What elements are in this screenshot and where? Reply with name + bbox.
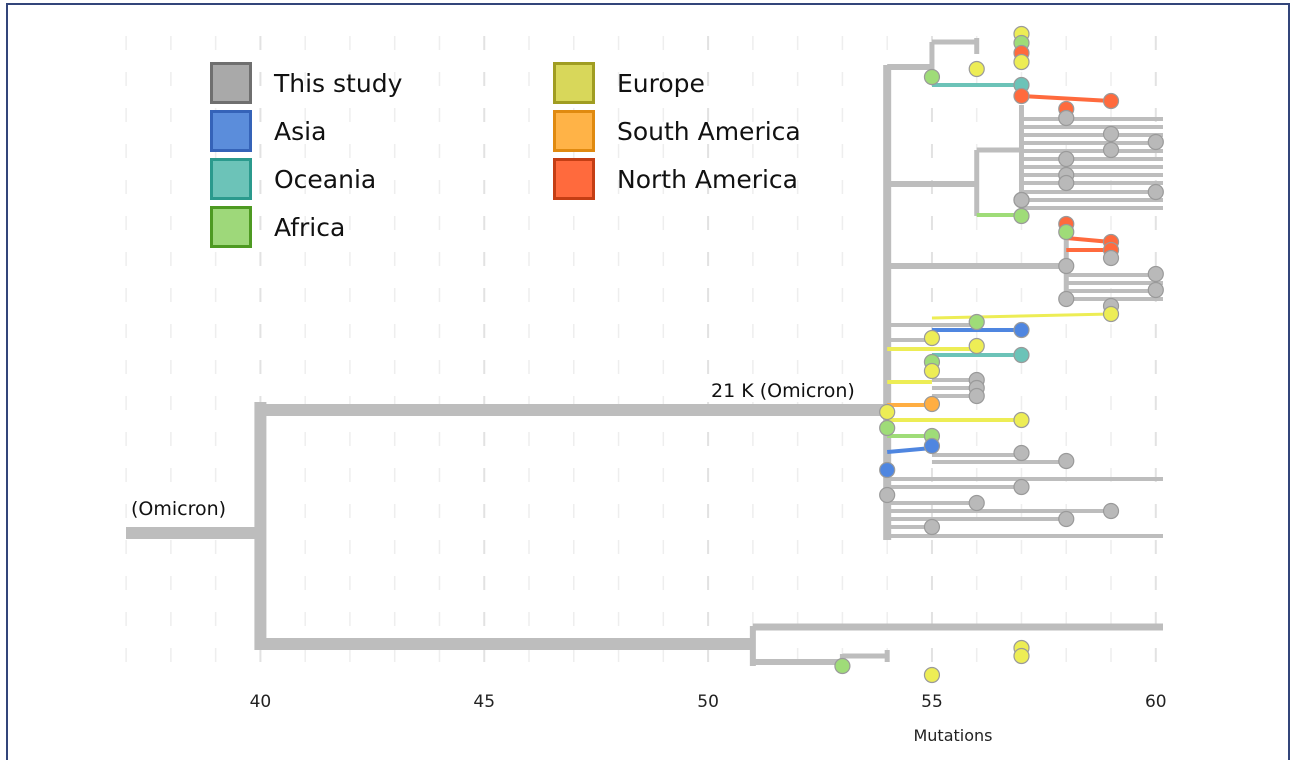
tip-node-africa bbox=[923, 68, 941, 86]
x-tick-label: 50 bbox=[697, 692, 719, 712]
tip-node-study bbox=[1058, 150, 1075, 168]
tip-node-study bbox=[1102, 502, 1120, 520]
tip-node-asia bbox=[1013, 321, 1030, 339]
tip-node-study bbox=[1102, 125, 1120, 143]
legend-label: Africa bbox=[274, 212, 346, 242]
tip-node-study bbox=[1058, 452, 1075, 470]
legend-swatch bbox=[553, 158, 595, 200]
tip-node-africa bbox=[968, 313, 985, 331]
node-label-root: (Omicron) bbox=[131, 498, 226, 520]
figure-frame bbox=[6, 3, 1290, 760]
node-label-21k: 21 K (Omicron) bbox=[711, 380, 855, 402]
x-tick-label: 40 bbox=[250, 692, 272, 712]
tip-node-study bbox=[968, 387, 985, 405]
legend-item: Africa bbox=[210, 206, 345, 248]
tip-node-africa bbox=[879, 419, 896, 437]
tip-node-northamerica bbox=[1013, 87, 1030, 105]
legend-label: Asia bbox=[274, 116, 327, 146]
x-tick-label: 45 bbox=[473, 692, 495, 712]
root-label-background bbox=[127, 492, 251, 520]
tip-node-europe bbox=[1013, 411, 1030, 429]
x-tick-label: 55 bbox=[921, 692, 943, 712]
tip-node-southamerica bbox=[923, 395, 941, 413]
tip-node-europe bbox=[923, 666, 941, 684]
tip-node-study bbox=[923, 518, 941, 536]
tip-node-study bbox=[1058, 257, 1075, 275]
tip-node-study bbox=[1013, 444, 1030, 462]
legend-swatch bbox=[210, 62, 252, 104]
x-axis-title: Mutations bbox=[913, 726, 992, 745]
tip-node-study bbox=[968, 494, 985, 512]
tip-node-europe bbox=[1013, 53, 1030, 71]
tip-node-europe bbox=[1102, 305, 1120, 323]
tip-node-study bbox=[1058, 174, 1075, 192]
tip-node-study bbox=[1013, 191, 1030, 209]
legend-item: Oceania bbox=[210, 158, 376, 200]
x-axis: 40 45 50 55 60 bbox=[250, 692, 1167, 712]
tip-node-europe bbox=[879, 403, 896, 421]
legend-label: Oceania bbox=[274, 164, 377, 194]
tip-node-study bbox=[1102, 249, 1120, 267]
tree-branch bbox=[1021, 94, 1112, 103]
tip-node-study bbox=[1058, 510, 1075, 528]
legend-swatch bbox=[553, 110, 595, 152]
legend-label: This study bbox=[274, 68, 403, 98]
legend-label: South America bbox=[617, 116, 801, 146]
tip-node-europe bbox=[923, 329, 941, 347]
tip-node-study bbox=[1102, 141, 1120, 159]
tip-node-asia bbox=[923, 437, 941, 455]
tip-node-africa bbox=[834, 657, 851, 675]
legend-item: North America bbox=[553, 158, 798, 200]
legend-swatch bbox=[210, 206, 252, 248]
tree-branch bbox=[931, 312, 1112, 320]
tip-node-study bbox=[1058, 109, 1075, 127]
tip-node-study bbox=[1013, 478, 1030, 496]
tip-node-study bbox=[1058, 290, 1075, 308]
tip-node-study bbox=[879, 486, 896, 504]
tip-node-europe bbox=[1013, 647, 1030, 665]
tip-node-africa bbox=[1058, 223, 1075, 241]
tip-node-study bbox=[1147, 183, 1164, 201]
node-label-background bbox=[703, 374, 879, 402]
legend-label: Europe bbox=[617, 68, 705, 98]
legend-item: South America bbox=[553, 110, 801, 152]
legend-item: This study bbox=[210, 62, 402, 104]
tip-node-study bbox=[1147, 265, 1164, 283]
x-tick-label: 60 bbox=[1145, 692, 1167, 712]
legend-swatch bbox=[553, 62, 595, 104]
tree-tips bbox=[834, 25, 1164, 684]
legend-swatch bbox=[210, 110, 252, 152]
legend-item: Asia bbox=[210, 110, 326, 152]
legend: This study Asia Oceania Africa Europe South A… bbox=[210, 62, 850, 262]
tip-node-europe bbox=[968, 337, 985, 355]
legend-item: Europe bbox=[553, 62, 705, 104]
tip-node-study bbox=[1147, 133, 1164, 151]
legend-swatch bbox=[210, 158, 252, 200]
legend-label: North America bbox=[617, 164, 798, 194]
tip-node-africa bbox=[1013, 207, 1030, 225]
tip-node-northamerica bbox=[1102, 92, 1120, 110]
tip-node-study bbox=[1147, 281, 1164, 299]
tip-node-asia bbox=[879, 461, 896, 479]
tip-node-europe bbox=[968, 60, 985, 78]
tree-branches bbox=[126, 38, 1163, 669]
tip-node-oceania bbox=[1013, 346, 1030, 364]
tip-node-europe bbox=[923, 362, 941, 380]
